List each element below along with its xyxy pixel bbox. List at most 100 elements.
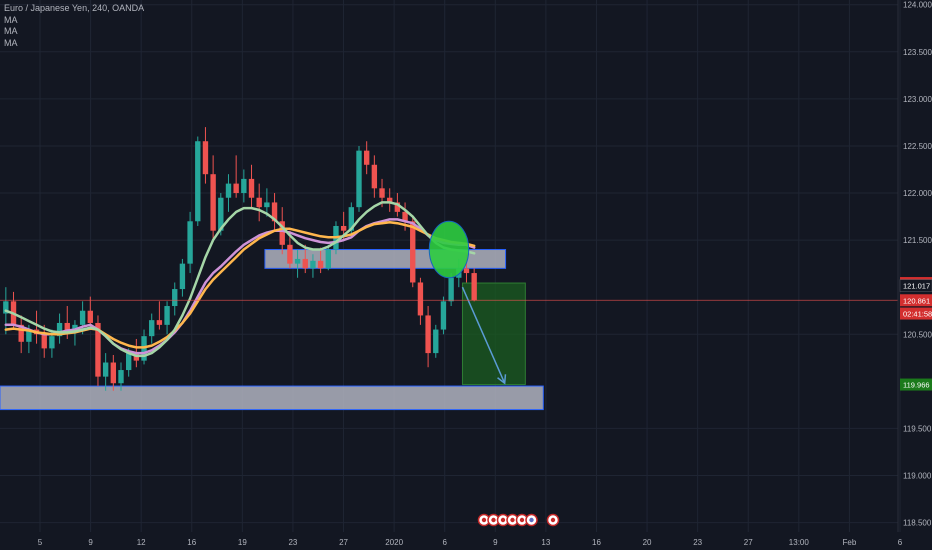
candle-body — [264, 202, 270, 208]
highlight-circle[interactable] — [428, 220, 470, 279]
candle-body — [340, 225, 347, 231]
candle-body — [125, 353, 132, 371]
candle-body — [64, 322, 70, 333]
y-tick-label: 118.500 — [903, 519, 932, 528]
candle-body — [294, 258, 301, 264]
ma-line-1 — [4, 218, 476, 355]
candle-body — [18, 324, 24, 342]
dividend-icon[interactable] — [525, 513, 538, 527]
candle-body — [202, 141, 209, 175]
candle-body — [379, 188, 385, 198]
candle-body — [41, 334, 47, 349]
candle-body — [56, 322, 63, 337]
x-tick-label: 19 — [238, 538, 247, 547]
y-tick-label: 123.000 — [903, 95, 932, 104]
calendar-event-icon-dot — [491, 517, 496, 523]
ma-line-3 — [4, 201, 476, 358]
price-axis[interactable]: 124.000 123.500 123.000 122.500 122.000 121.5… — [903, 1, 932, 528]
candle-body — [348, 207, 355, 231]
y-tick-label: 123.500 — [903, 48, 932, 57]
support-zone[interactable] — [0, 385, 544, 411]
candle-body — [241, 178, 247, 194]
candle-body — [233, 183, 239, 194]
candle-body — [279, 221, 285, 245]
y-tick-label: 124.000 — [903, 1, 932, 10]
y-tick-label: 122.000 — [903, 189, 932, 198]
x-tick-label: 20 — [643, 538, 652, 547]
candle-body — [210, 174, 216, 231]
candle-body — [448, 277, 454, 302]
x-tick-label: 27 — [339, 538, 348, 547]
candle-body — [402, 211, 408, 222]
y-tick-label: 119.500 — [903, 424, 932, 433]
calendar-event-icon[interactable] — [546, 513, 560, 527]
candle-body — [149, 320, 155, 337]
grid — [0, 0, 901, 532]
price-label-box — [899, 279, 932, 292]
calendar-event-icon-dot — [550, 517, 556, 523]
y-tick-label: 119.000 — [903, 472, 932, 481]
candle-body — [310, 260, 316, 269]
candle-body — [195, 141, 201, 222]
candle-body — [118, 370, 124, 384]
calendar-event-icon-dot — [481, 517, 487, 523]
x-tick-label: 9 — [88, 538, 93, 547]
candle-body — [156, 320, 163, 325]
candle-body — [325, 249, 331, 269]
price-label-box — [900, 378, 932, 391]
calendar-event-icon[interactable] — [515, 513, 529, 527]
candle-body — [463, 268, 470, 274]
x-tick-label: 6 — [898, 538, 903, 547]
price-label-text: 120.861 — [903, 296, 930, 305]
candle-body — [179, 263, 186, 290]
legend-ma-2[interactable]: MA — [4, 26, 18, 36]
trend-arrow-line[interactable] — [461, 286, 506, 384]
calendar-event-icon-dot — [519, 517, 525, 523]
candle-body — [102, 362, 109, 377]
calendar-event-icon-dot — [500, 517, 506, 523]
candle-body — [187, 221, 193, 264]
legend-symbol[interactable]: Euro / Japanese Yen, 240, OANDA — [4, 3, 145, 13]
candle-body — [248, 178, 255, 198]
candle-body — [387, 197, 393, 203]
drawings[interactable] — [0, 220, 898, 385]
y-tick-label: 121.500 — [903, 236, 932, 245]
price-label-text: 119.966 — [903, 381, 930, 390]
y-tick-label: 120.500 — [903, 330, 932, 339]
x-tick-label: 16 — [187, 538, 196, 547]
price-label-box — [900, 294, 932, 307]
y-tick-label: 122.500 — [903, 142, 932, 151]
event-icons[interactable] — [477, 513, 560, 527]
candle-body — [110, 362, 117, 384]
time-axis[interactable]: 5 9 12 16 19 23 27 2020 6 9 13 16 20 23 27 13:00 Feb 6 — [38, 538, 903, 547]
candle-body — [417, 282, 424, 316]
candle-body — [287, 244, 293, 264]
candle-body — [371, 164, 378, 189]
candle-body — [256, 197, 262, 208]
x-tick-label: 9 — [493, 538, 498, 547]
candle-body — [49, 336, 55, 349]
candle-body — [26, 329, 32, 342]
candle-body — [317, 260, 324, 269]
x-tick-label: 2020 — [385, 538, 403, 547]
candle-body — [302, 258, 308, 269]
trend-arrow-head[interactable] — [497, 374, 507, 385]
calendar-event-icon-dot — [510, 517, 515, 523]
dividend-icon-dot — [529, 517, 534, 523]
moving-averages — [4, 201, 476, 358]
candle-body — [87, 310, 93, 323]
candle-body — [433, 329, 439, 354]
x-tick-label: 23 — [288, 538, 297, 547]
legend-ma-3[interactable]: MA — [4, 37, 18, 48]
candle-body — [164, 306, 170, 325]
legend-ma-1[interactable]: MA — [4, 14, 18, 25]
candle-body — [356, 150, 362, 208]
candle-body — [79, 310, 86, 325]
candle-body — [95, 322, 101, 377]
candle-body — [394, 202, 401, 212]
candle-body — [3, 301, 9, 314]
x-tick-label: 27 — [744, 538, 753, 547]
